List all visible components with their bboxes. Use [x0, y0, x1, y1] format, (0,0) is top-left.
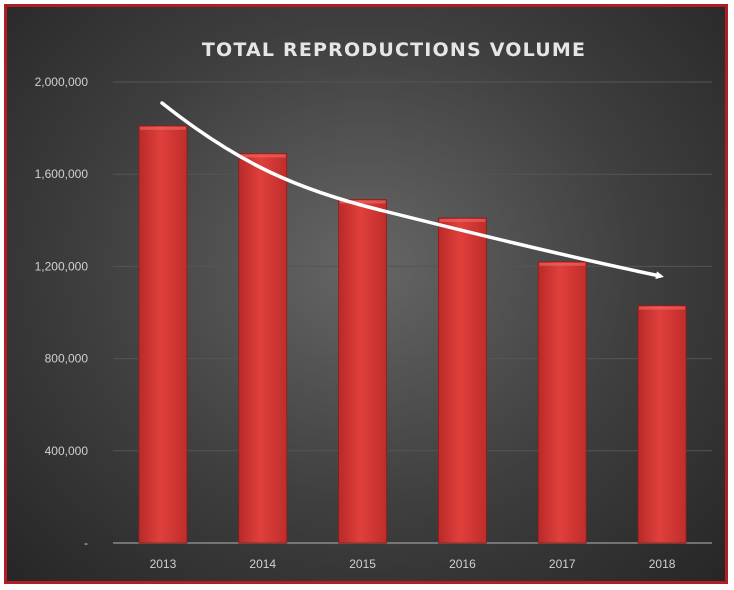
bar-highlight [139, 126, 186, 130]
y-axis: - 400,000 800,000 1,200,000 1,600,000 2,000,0… [35, 75, 89, 550]
y-tick-label: 800,000 [45, 352, 89, 366]
bar-2016 [438, 217, 487, 544]
bar-2018 [637, 305, 687, 544]
x-tick-label: 2018 [649, 557, 676, 571]
bar-2015 [338, 199, 387, 544]
y-tick-label: - [84, 536, 88, 550]
y-tick-label: 2,000,000 [35, 75, 89, 89]
x-tick-label: 2013 [150, 557, 177, 571]
bar-highlight [539, 262, 586, 266]
x-tick-label: 2015 [349, 557, 376, 571]
bar-highlight [439, 218, 486, 222]
bar-2014 [238, 153, 288, 544]
gridlines [113, 81, 712, 544]
y-tick-label: 1,600,000 [35, 167, 89, 181]
y-tick-label: 400,000 [45, 444, 89, 458]
bar-2017 [537, 261, 587, 544]
bars [138, 125, 687, 544]
bar-highlight [339, 200, 386, 204]
x-tick-label: 2017 [549, 557, 576, 571]
x-tick-label: 2014 [249, 557, 276, 571]
bar-highlight [639, 306, 686, 310]
bar-highlight [239, 154, 286, 158]
chart-title: TOTAL REPRODUCTIONS VOLUME [202, 39, 586, 61]
bar-2013 [138, 125, 188, 544]
y-tick-label: 1,200,000 [35, 259, 89, 273]
trend-arrow [160, 101, 664, 280]
x-axis: 2013 2014 2015 2016 2017 2018 [150, 557, 676, 571]
x-tick-label: 2016 [449, 557, 476, 571]
